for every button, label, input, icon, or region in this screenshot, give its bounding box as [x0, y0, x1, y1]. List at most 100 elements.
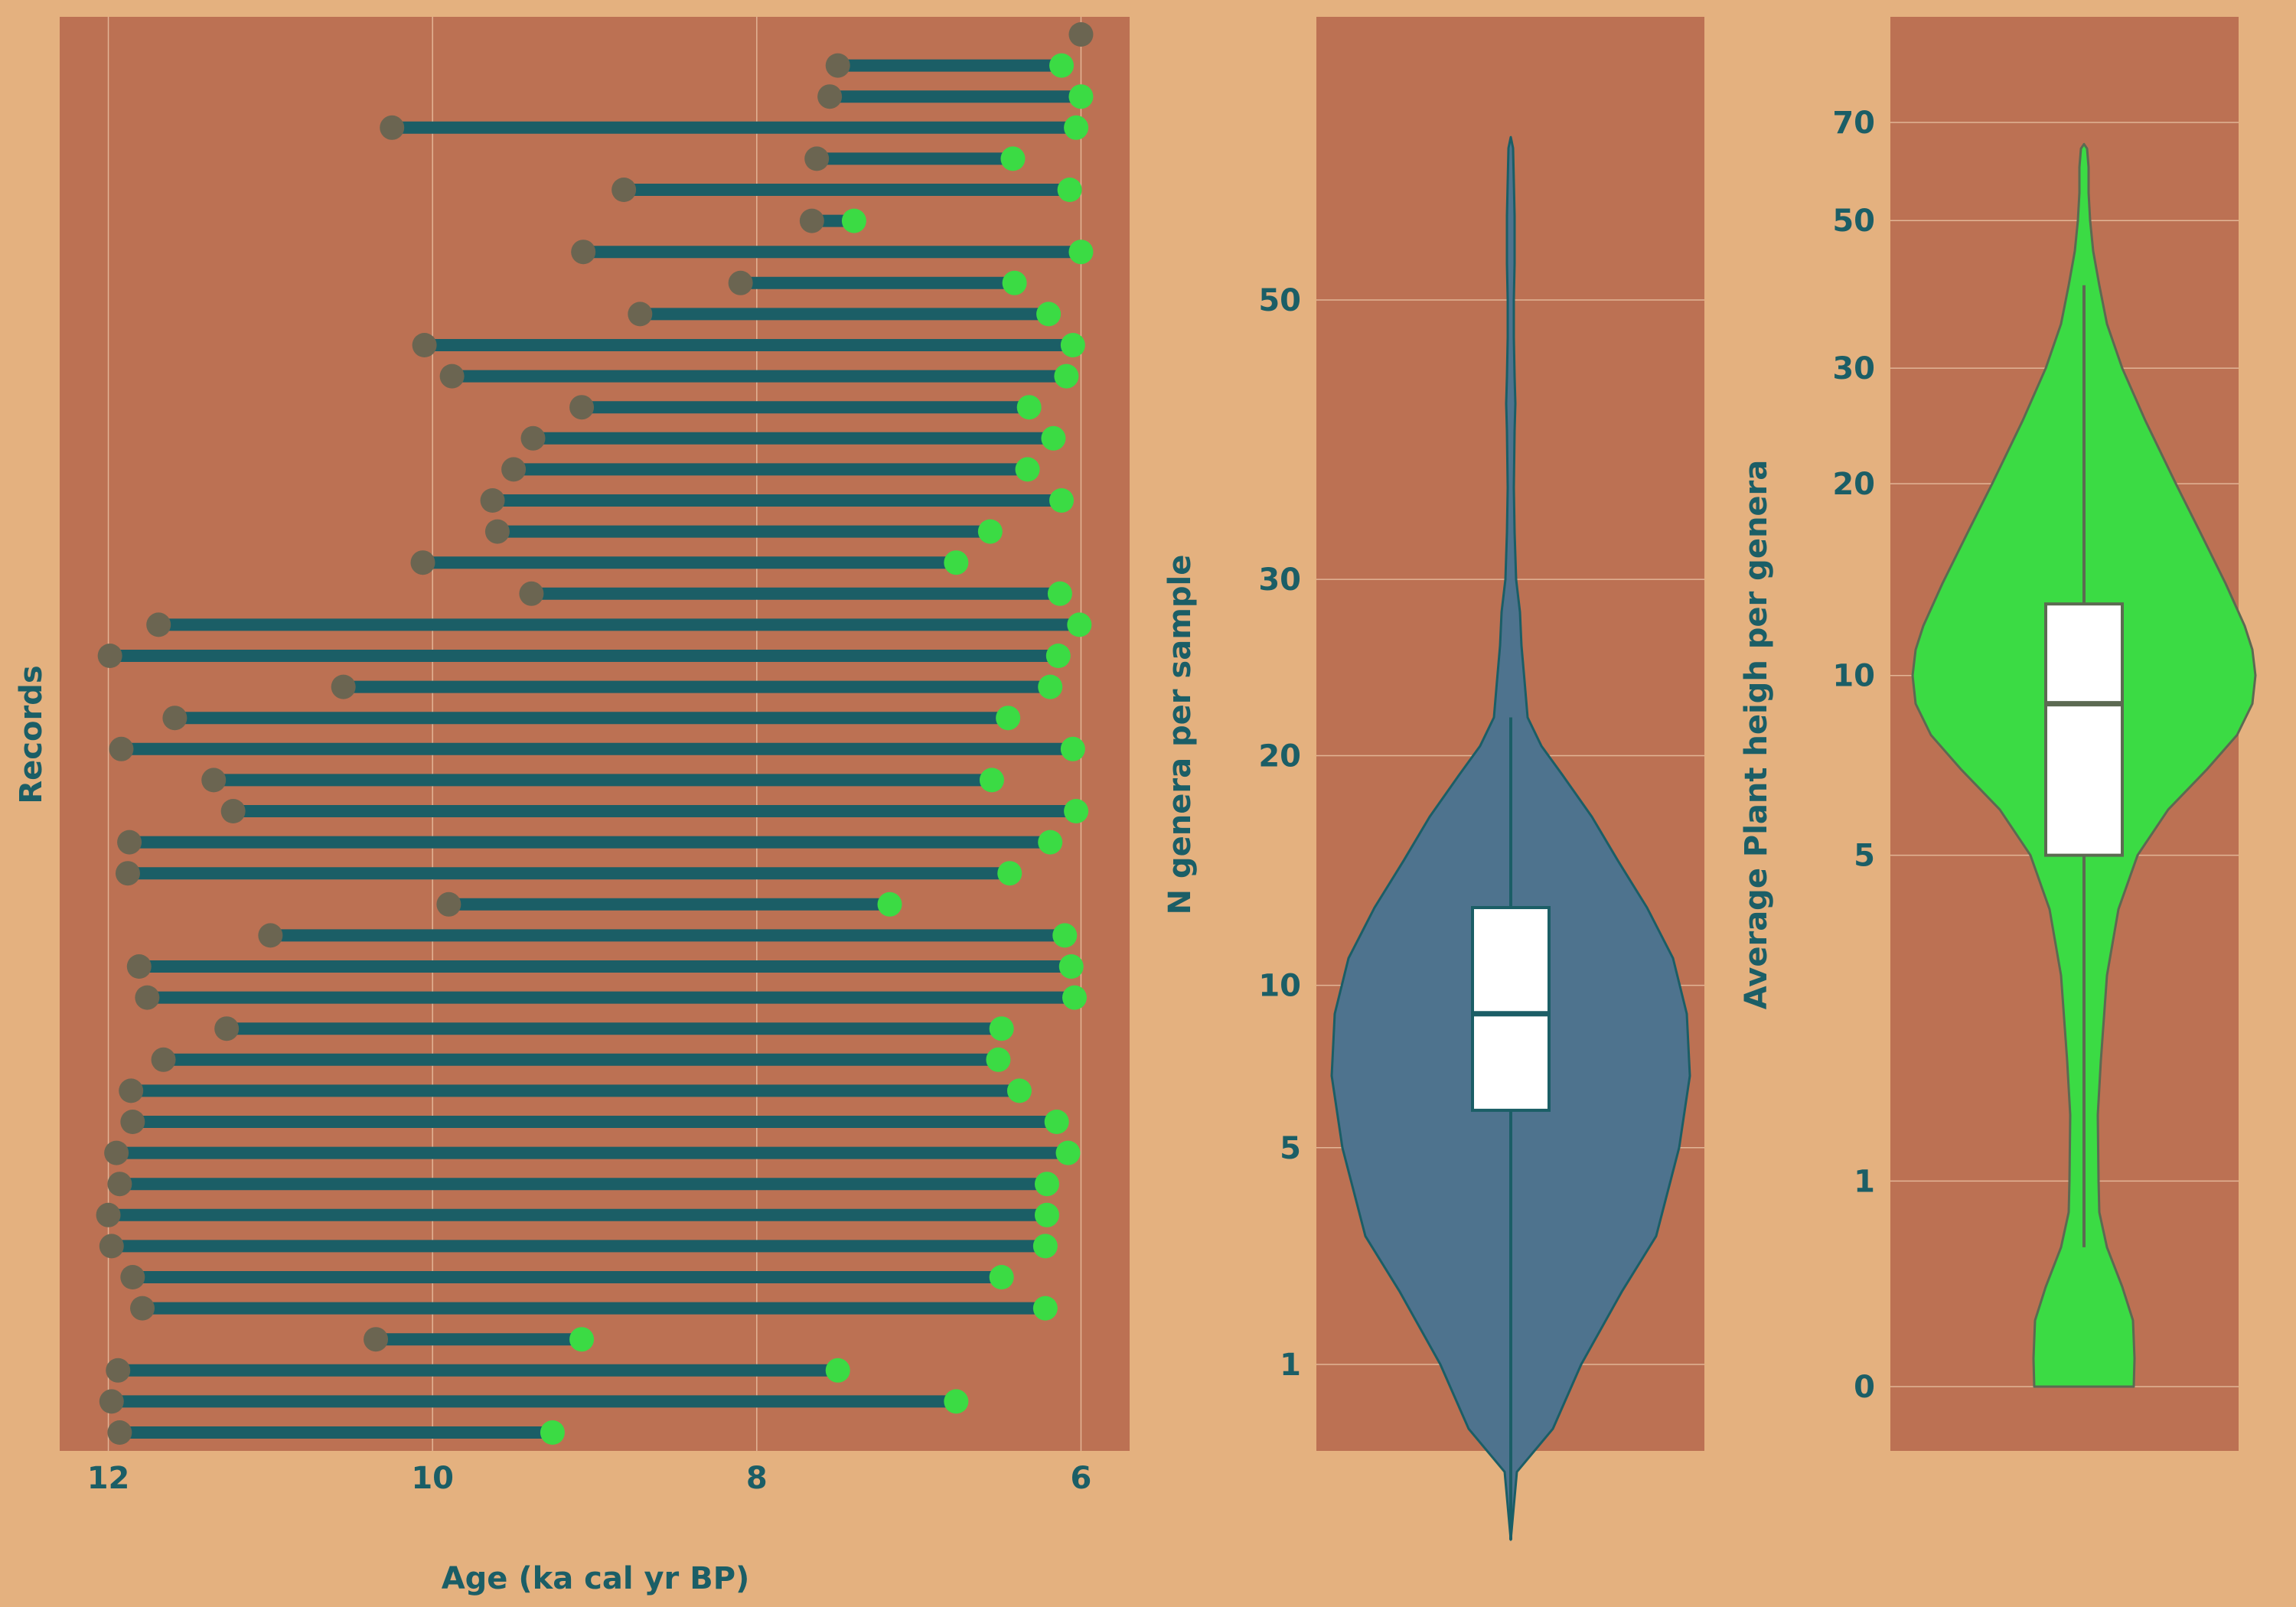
record-dumbbell — [130, 1296, 1058, 1321]
record-start-dot — [99, 1389, 124, 1414]
record-dumbbell — [1068, 22, 1094, 47]
record-start-dot — [119, 1078, 144, 1103]
record-end-dot — [1041, 425, 1066, 451]
record-dumbbell — [258, 923, 1078, 948]
record-end-dot — [1049, 488, 1075, 513]
age-tick-label: 12 — [87, 1461, 130, 1496]
record-start-dot — [825, 53, 850, 78]
record-start-dot — [109, 736, 134, 761]
record-end-dot — [1000, 146, 1026, 171]
record-end-dot — [997, 861, 1022, 886]
record-start-dot — [104, 1140, 129, 1165]
record-dumbbell — [799, 208, 866, 233]
height-violin-panel: 0 1 5 10 20 30 50 70 Average Plant heigh per ge… — [1739, 17, 2257, 1451]
record-end-dot — [986, 1047, 1011, 1072]
record-dumbbell — [628, 302, 1062, 327]
record-end-dot — [841, 208, 866, 233]
record-start-dot — [135, 985, 160, 1010]
record-start-dot — [107, 1172, 132, 1197]
record-start-dot — [571, 240, 596, 265]
height-tick-label: 70 — [1832, 106, 1875, 141]
record-dumbbell — [109, 736, 1085, 761]
age-range-marks — [96, 22, 1094, 1445]
record-start-dot — [380, 115, 405, 140]
record-dumbbell — [817, 84, 1094, 109]
record-dumbbell — [201, 768, 1004, 793]
record-start-dot — [501, 457, 527, 482]
record-start-dot — [412, 333, 437, 357]
record-dumbbell — [99, 1234, 1058, 1259]
height-tick-label: 0 — [1854, 1370, 1875, 1405]
height-tick-label: 20 — [1832, 467, 1875, 502]
record-end-dot — [1060, 736, 1085, 761]
record-start-dot — [220, 799, 246, 823]
record-end-dot — [1044, 1110, 1069, 1134]
record-dumbbell — [439, 363, 1079, 389]
record-start-dot — [146, 612, 171, 637]
record-dumbbell — [519, 581, 1072, 606]
record-end-dot — [1016, 395, 1042, 420]
genera-tick-label: 30 — [1258, 562, 1301, 598]
record-end-dot — [1058, 954, 1084, 979]
record-end-dot — [944, 1389, 969, 1414]
record-end-dot — [979, 768, 1004, 793]
genera-tick-label: 50 — [1258, 283, 1301, 318]
record-end-dot — [1006, 1078, 1032, 1103]
record-start-dot — [612, 178, 637, 202]
record-end-dot — [1068, 240, 1094, 265]
record-end-dot — [1052, 923, 1078, 948]
record-end-dot — [977, 519, 1003, 544]
record-dumbbell — [520, 425, 1066, 451]
record-dumbbell — [96, 1202, 1059, 1227]
record-start-dot — [410, 550, 435, 575]
record-start-dot — [569, 395, 595, 420]
age-range-plot-area — [60, 17, 1130, 1451]
record-dumbbell — [380, 115, 1089, 140]
record-start-dot — [628, 302, 653, 327]
age-range-panel: 12 10 8 6 Records Age (ka cal yr BP) — [14, 17, 1130, 1596]
record-end-dot — [1036, 302, 1062, 327]
age-tick-label: 6 — [1071, 1461, 1092, 1496]
record-end-dot — [944, 550, 969, 575]
record-start-dot — [120, 1265, 145, 1289]
record-end-dot — [1034, 1202, 1059, 1227]
record-start-dot — [480, 488, 505, 513]
record-dumbbell — [106, 1358, 850, 1383]
record-start-dot — [520, 425, 546, 451]
record-end-dot — [540, 1420, 565, 1445]
record-start-dot — [519, 581, 544, 606]
height-tick-label: 10 — [1832, 659, 1875, 694]
record-end-dot — [989, 1016, 1014, 1041]
age-axis-ticks: 12 10 8 6 — [87, 1461, 1092, 1496]
record-end-dot — [877, 892, 902, 917]
record-dumbbell — [331, 674, 1063, 699]
record-dumbbell — [151, 1047, 1011, 1072]
record-dumbbell — [728, 270, 1027, 295]
record-dumbbell — [480, 488, 1075, 513]
record-end-dot — [1060, 333, 1085, 357]
record-dumbbell — [120, 1110, 1069, 1134]
record-end-dot — [569, 1327, 595, 1352]
record-dumbbell — [117, 830, 1063, 855]
genera-tick-label: 10 — [1258, 969, 1301, 1004]
record-dumbbell — [115, 861, 1022, 886]
height-box — [2044, 602, 2124, 857]
record-end-dot — [1068, 84, 1094, 109]
record-end-dot — [1067, 612, 1092, 637]
record-dumbbell — [119, 1078, 1032, 1103]
record-dumbbell — [484, 519, 1003, 544]
record-end-dot — [1057, 178, 1082, 202]
genera-axis-ticks: 1 5 10 20 30 50 — [1258, 283, 1301, 1383]
record-start-dot — [817, 84, 843, 109]
record-dumbbell — [104, 1140, 1081, 1165]
age-axis-label: Age (ka cal yr BP) — [442, 1561, 750, 1596]
record-dumbbell — [410, 550, 969, 575]
record-dumbbell — [436, 892, 902, 917]
record-start-dot — [258, 923, 283, 948]
record-start-dot — [115, 861, 140, 886]
record-dumbbell — [99, 1389, 969, 1414]
record-end-dot — [1038, 674, 1063, 699]
genera-tick-label: 1 — [1280, 1348, 1301, 1383]
genera-tick-label: 20 — [1258, 738, 1301, 774]
